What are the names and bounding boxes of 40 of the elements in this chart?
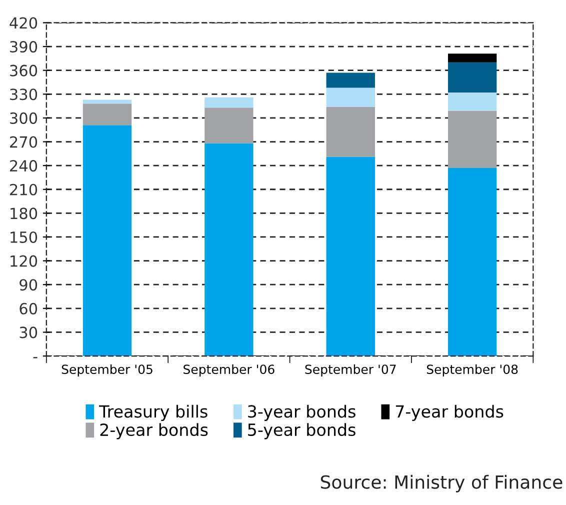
- legend-label: 5-year bonds: [248, 423, 356, 440]
- bar: [326, 156, 375, 356]
- bar: [448, 168, 497, 356]
- legend-label: Treasury bills: [99, 404, 208, 421]
- y-tick-label: 120: [10, 255, 38, 267]
- bar: [326, 88, 375, 107]
- y-tick-label: 240: [10, 160, 38, 172]
- bar: [204, 108, 254, 144]
- y-tick-label: 210: [10, 184, 38, 196]
- legend-label: 2-year bonds: [100, 423, 208, 440]
- bar: [82, 125, 132, 356]
- bar: [82, 104, 132, 126]
- bar: [326, 72, 375, 88]
- x-tick-label: September '07: [305, 364, 396, 376]
- bar: [82, 100, 132, 104]
- y-tick-label: 300: [10, 112, 38, 124]
- y-tick-label: -: [33, 357, 38, 358]
- bar: [448, 62, 497, 93]
- bar: [448, 54, 497, 62]
- x-tick-label: September '06: [184, 364, 274, 376]
- y-tick-label: 420: [10, 17, 38, 29]
- x-tick-label: September '08: [426, 364, 518, 376]
- y-tick-label: 30: [20, 326, 38, 338]
- y-tick-label: 60: [20, 302, 38, 314]
- y-tick-label: 390: [10, 41, 38, 53]
- y-tick-label: 180: [10, 208, 38, 220]
- bar: [204, 97, 254, 108]
- bar: [204, 143, 254, 356]
- y-tick-label: 150: [10, 231, 38, 244]
- y-tick-label: 90: [20, 279, 38, 291]
- legend-label: 3-year bonds: [248, 404, 356, 421]
- x-tick-label: September '05: [62, 364, 152, 376]
- legend-label: 7-year bonds: [396, 404, 504, 421]
- y-tick-label: 330: [10, 88, 38, 100]
- bar: [448, 92, 497, 111]
- y-tick-label: 360: [10, 64, 38, 76]
- bar: [326, 106, 375, 157]
- y-tick-label: 270: [10, 136, 38, 148]
- bar: [448, 110, 497, 168]
- source-note: Source: Ministry of Finance: [320, 474, 562, 492]
